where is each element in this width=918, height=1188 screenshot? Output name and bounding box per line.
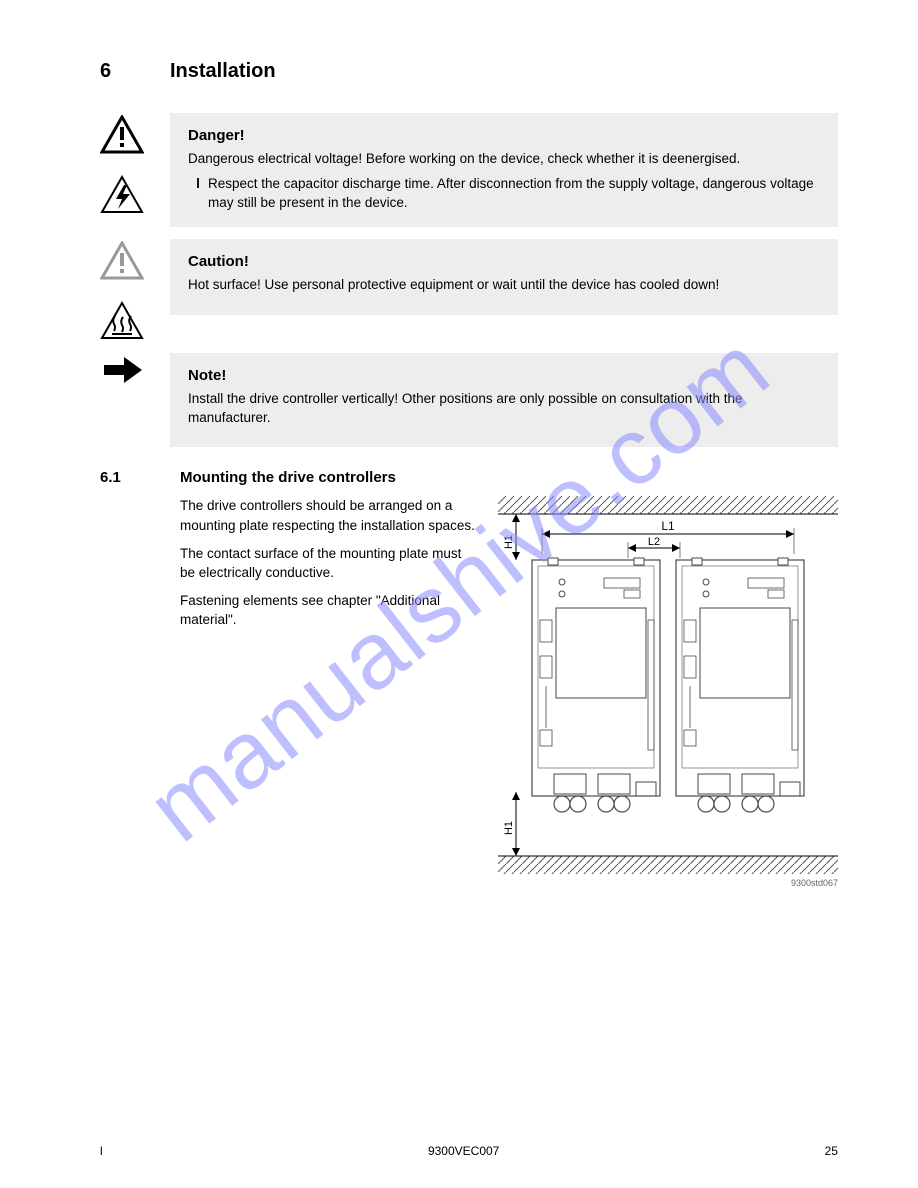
diagram-ref: 9300std067 [498,878,838,888]
caution-body: Hot surface! Use personal protective equ… [188,276,820,295]
subsection-para1: The drive controllers should be arranged… [180,496,476,535]
footer-docref: l [100,1144,103,1158]
section-heading: 6Installation [100,60,838,83]
dim-label-h1-top: H1 [503,535,515,549]
caution-heading: Caution! [188,253,820,270]
subsection: 6.1 Mounting the drive controllers The d… [100,469,838,888]
danger-body: Dangerous electrical voltage! Before wor… [188,150,820,169]
danger-heading: Danger! [188,127,820,144]
warning-icon [100,115,170,155]
dim-label-h1-bottom: H1 [503,821,515,835]
subsection-para2: The contact surface of the mounting plat… [180,544,476,583]
dim-label-l2: L2 [648,536,660,548]
electric-hazard-icon [100,175,170,215]
danger-bullet: l Respect the capacitor discharge time. … [188,175,820,213]
caution-notice: Caution! Hot surface! Use personal prote… [100,239,838,341]
note-notice: Note! Install the drive controller verti… [100,353,838,448]
danger-notice: Danger! Dangerous electrical voltage! Be… [100,113,838,227]
note-heading: Note! [188,367,820,384]
dim-label-l1: L1 [661,519,675,533]
subsection-title: Mounting the drive controllers [180,469,838,486]
section-title-text: Installation [170,60,276,82]
danger-bullet-text: Respect the capacitor discharge time. Af… [208,175,820,213]
arrow-note-icon [100,355,170,385]
subsection-para3: Fastening elements see chapter "Addition… [180,591,476,630]
subsection-number: 6.1 [100,469,162,486]
hot-surface-icon [100,301,170,341]
caution-icon [100,241,170,281]
mounting-diagram: L1 L2 H1 [498,496,838,888]
bullet-mark: l [188,175,208,213]
section-number: 6 [100,60,170,83]
page-footer: l 9300VEC007 25 [100,1144,838,1158]
footer-page: 25 [825,1144,838,1158]
footer-docnum: 9300VEC007 [428,1144,499,1158]
note-body: Install the drive controller vertically!… [188,390,820,428]
